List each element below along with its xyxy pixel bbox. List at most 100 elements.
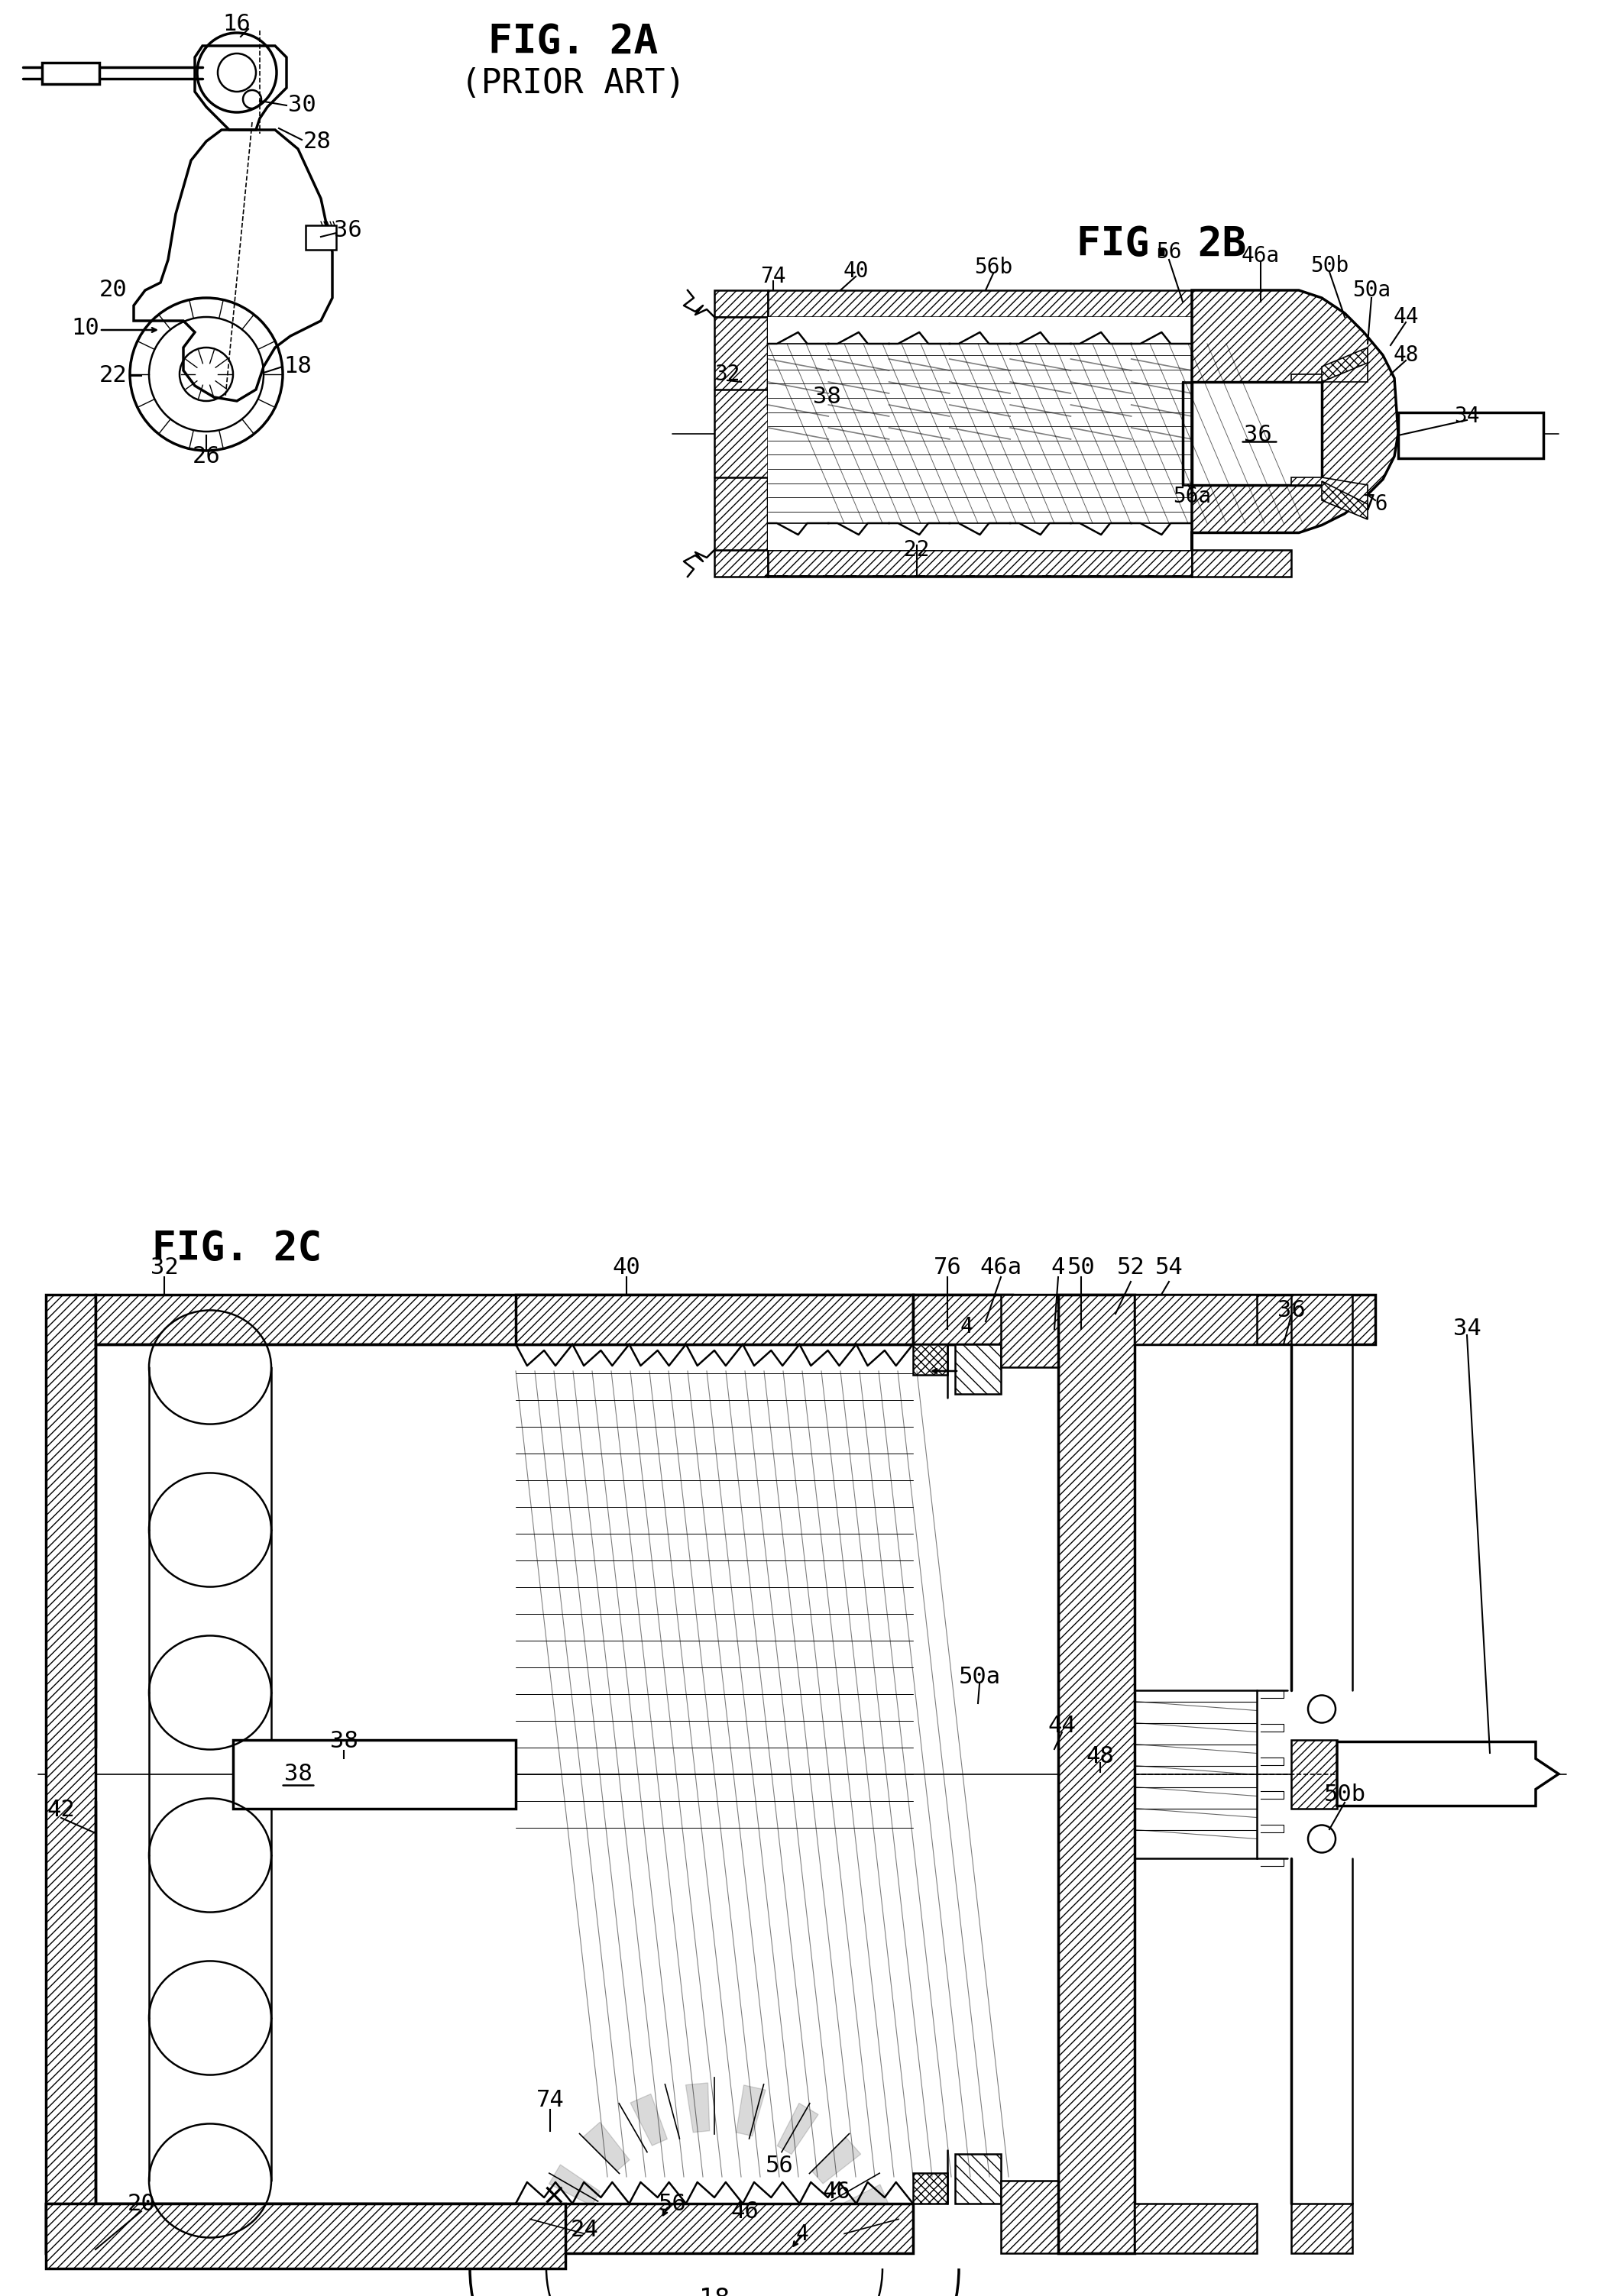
Text: 50a: 50a	[1352, 280, 1391, 301]
Bar	[47, 1295, 95, 2252]
Text: 50b: 50b	[1310, 255, 1349, 276]
Polygon shape	[1322, 347, 1368, 381]
Bar	[1058, 1295, 1134, 2252]
Bar	[1291, 1740, 1338, 1809]
Text: 42: 42	[47, 1800, 75, 1821]
Text: 36: 36	[1277, 1300, 1306, 1320]
Text: 46a: 46a	[980, 1256, 1021, 1279]
Text: 4: 4	[797, 2223, 809, 2245]
Text: 18: 18	[284, 356, 312, 379]
Text: 56a: 56a	[1172, 487, 1211, 507]
Text: 22: 22	[904, 540, 930, 560]
Text: 16: 16	[223, 14, 251, 34]
Bar	[516, 1295, 914, 1343]
Text: 38: 38	[329, 1731, 358, 1752]
Text: 50: 50	[1066, 1256, 1095, 1279]
Polygon shape	[715, 289, 768, 317]
Text: 54: 54	[1155, 1256, 1184, 1279]
Text: 30: 30	[287, 94, 316, 117]
Bar	[768, 289, 1192, 317]
Text: 50a: 50a	[959, 1665, 1001, 1688]
Bar	[914, 1295, 1375, 1343]
Text: 40: 40	[843, 259, 869, 282]
Text: (PRIOR ART): (PRIOR ART)	[461, 67, 686, 101]
Bar	[1001, 1295, 1058, 1366]
Bar	[1291, 2204, 1352, 2252]
Text: 18: 18	[699, 2287, 729, 2296]
Bar	[768, 317, 1192, 551]
Polygon shape	[1399, 413, 1543, 459]
Text: 26: 26	[193, 445, 220, 468]
Text: 20: 20	[127, 2193, 156, 2216]
Text: 46: 46	[731, 2200, 760, 2223]
Bar	[956, 2154, 1001, 2204]
Text: 48: 48	[1392, 344, 1418, 365]
Polygon shape	[837, 2183, 890, 2220]
Bar	[1001, 2181, 1058, 2252]
Text: 74: 74	[760, 266, 785, 287]
Bar	[42, 62, 100, 85]
Polygon shape	[736, 2085, 766, 2135]
Text: 44: 44	[1049, 1715, 1076, 1738]
Text: 46: 46	[822, 2181, 851, 2204]
Text: 76: 76	[1362, 494, 1388, 514]
Text: 10: 10	[72, 317, 100, 340]
Text: FIG. 2A: FIG. 2A	[488, 23, 658, 62]
Text: 44: 44	[1392, 305, 1418, 328]
Polygon shape	[777, 2103, 819, 2154]
Bar	[914, 1343, 948, 1375]
Text: 76: 76	[933, 1256, 962, 1279]
Text: 48: 48	[1086, 1745, 1115, 1768]
Text: 4: 4	[960, 1316, 973, 1339]
Bar	[1192, 289, 1291, 317]
Bar	[914, 2172, 948, 2204]
Text: 40: 40	[612, 1256, 641, 1279]
Text: 38: 38	[284, 1763, 312, 1784]
Bar	[768, 551, 1192, 576]
Text: 32: 32	[715, 363, 740, 386]
Polygon shape	[1192, 289, 1399, 551]
Text: 56: 56	[658, 2193, 686, 2216]
Text: 46a: 46a	[1241, 246, 1280, 266]
Text: 50b: 50b	[1323, 1784, 1365, 1807]
Polygon shape	[1291, 478, 1368, 507]
Polygon shape	[549, 2165, 601, 2206]
Bar	[516, 2204, 914, 2252]
Text: 22: 22	[100, 365, 127, 386]
Text: 32: 32	[151, 1256, 178, 1279]
Polygon shape	[631, 2094, 666, 2144]
Bar	[47, 2204, 565, 2268]
Bar	[956, 1343, 1001, 1394]
Text: 36: 36	[1243, 422, 1272, 445]
Text: ×: ×	[541, 2181, 567, 2211]
Polygon shape	[715, 551, 768, 576]
Bar	[1291, 1295, 1352, 1343]
Text: 20: 20	[100, 280, 127, 301]
Polygon shape	[583, 2122, 630, 2170]
Polygon shape	[813, 2138, 861, 2183]
Bar	[1192, 551, 1291, 576]
Polygon shape	[1338, 1743, 1559, 1807]
Bar	[768, 381, 917, 409]
Text: 28: 28	[304, 131, 331, 152]
Bar	[1134, 2204, 1257, 2252]
Text: 74: 74	[536, 2089, 564, 2112]
Text: FIG. 2B: FIG. 2B	[1076, 225, 1246, 264]
Text: 34: 34	[1453, 406, 1479, 427]
Polygon shape	[686, 2082, 710, 2133]
Text: 4: 4	[1052, 1256, 1065, 1279]
Polygon shape	[1291, 358, 1368, 381]
Polygon shape	[715, 317, 768, 551]
Text: 56b: 56b	[975, 257, 1012, 278]
Bar	[1192, 381, 1322, 484]
Text: 56: 56	[766, 2154, 793, 2177]
Text: 36: 36	[334, 220, 361, 241]
Bar	[1134, 1295, 1257, 1343]
Bar	[47, 2204, 520, 2252]
Text: 34: 34	[1453, 1318, 1481, 1341]
Text: 38: 38	[813, 386, 840, 406]
Text: 52: 52	[1116, 1256, 1145, 1279]
Text: 24: 24	[570, 2220, 599, 2241]
Polygon shape	[1322, 482, 1368, 519]
Text: FIG. 2C: FIG. 2C	[153, 1228, 321, 1270]
